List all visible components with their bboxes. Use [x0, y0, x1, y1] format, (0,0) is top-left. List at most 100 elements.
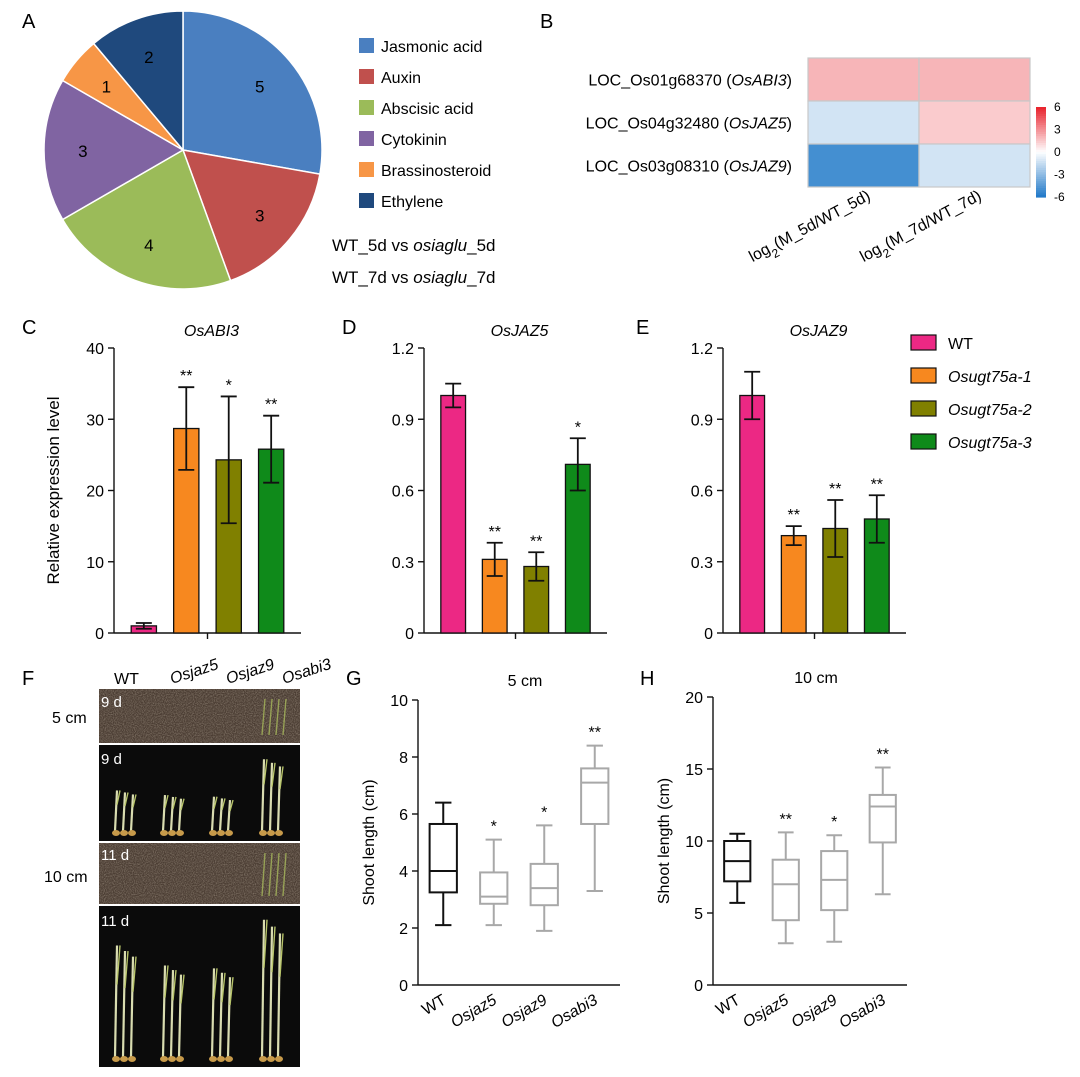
color-scale-step	[1036, 188, 1046, 191]
seedling-leaf	[213, 796, 218, 809]
significance-marker: *	[226, 377, 232, 394]
x-tick-label-1: Osjaz5	[740, 992, 792, 1032]
seedling-leaf	[180, 798, 185, 811]
panel-letter-f: F	[22, 668, 34, 690]
shoot-tip	[275, 852, 280, 897]
seed	[217, 830, 225, 836]
soil-texture	[99, 689, 300, 743]
pie-legend-swatch-3	[359, 131, 374, 146]
bar-chart-title: OsABI3	[184, 323, 239, 340]
genotype-legend-label-1: Osugt75a-1	[948, 369, 1032, 386]
heatmap-cell-1-0	[807, 100, 920, 145]
color-scale-step	[1036, 147, 1046, 151]
color-scale-tick-2: 0	[1054, 145, 1061, 159]
color-scale-step	[1036, 145, 1046, 149]
seedling	[161, 795, 167, 832]
seed	[128, 1056, 136, 1062]
y-tick-label-0: 0	[399, 978, 408, 995]
color-scale-step	[1036, 154, 1046, 158]
photo-strip-3	[99, 906, 300, 1067]
box-osjaz5: *	[479, 819, 509, 927]
color-scale-step	[1036, 131, 1046, 135]
seed	[259, 830, 267, 836]
y-tick-label-3: 0.9	[691, 412, 713, 429]
seed	[112, 1056, 120, 1062]
y-tick-label-3: 30	[86, 412, 104, 429]
y-tick-label-0: 0	[694, 978, 703, 995]
pie-value-label-4: 1	[102, 78, 111, 97]
color-scale-step	[1036, 116, 1046, 119]
seed	[120, 830, 128, 836]
seedling-leaf	[221, 972, 226, 1003]
color-scale-tick-4: -6	[1054, 190, 1065, 204]
color-scale-step	[1036, 194, 1046, 198]
depth-label-5cm: 5 cm	[52, 710, 87, 727]
iqr-box	[529, 862, 559, 907]
genotype-legend-label-3: Osugt75a-3	[948, 435, 1032, 452]
seedling-leaf	[229, 977, 234, 1006]
heatmap-cell-2-1	[918, 143, 1031, 188]
color-scale-step	[1036, 174, 1046, 178]
seedling	[121, 951, 127, 1058]
y-tick-label-1: 0.3	[392, 555, 414, 572]
pie-caption-2: WT_7d vs osiaglu_7d	[332, 268, 496, 287]
color-scale-tick-1: 3	[1054, 123, 1061, 137]
x-tick-label-0: WT	[713, 992, 743, 1019]
significance-marker: **	[788, 507, 800, 524]
pie-legend-label-3: Cytokinin	[381, 132, 447, 149]
seedling	[169, 796, 175, 832]
x-tick-label-3: Osabi3	[836, 992, 888, 1032]
seedling-leaf	[263, 759, 268, 785]
significance-marker: **	[530, 533, 542, 550]
seedling-leaf	[263, 919, 268, 968]
seedling-leaf	[172, 969, 177, 1001]
seed	[275, 1056, 283, 1062]
heatmap-column-label-1: log2(M_7d/WT_7d)	[857, 188, 987, 272]
seedling	[113, 945, 119, 1058]
heatmap-row-labels: LOC_Os01g68370 (OsABI3) LOC_Os04g32480 (O…	[586, 73, 792, 176]
panel-letter-h: H	[640, 668, 654, 690]
significance-marker: *	[491, 819, 497, 836]
y-tick-label-2: 4	[399, 864, 408, 881]
y-tick-label-0: 0	[704, 626, 713, 643]
seedling	[268, 762, 274, 832]
significance-marker: **	[877, 747, 889, 764]
seedling-leaf	[271, 926, 276, 973]
y-axis-label: Relative expression level	[44, 396, 63, 584]
genotype-legend-swatch-0	[910, 334, 937, 351]
heatmap-cell-0-1	[918, 57, 1031, 102]
y-tick-label-2: 0.6	[392, 484, 414, 501]
iqr-box	[428, 822, 458, 894]
depth-label-10cm: 10 cm	[44, 869, 88, 886]
seedling	[260, 759, 266, 832]
color-scale-step	[1036, 113, 1046, 117]
y-tick-label-4: 40	[86, 341, 104, 358]
seedling-leaf	[213, 968, 218, 1000]
panel-letter-e: E	[636, 317, 649, 339]
photo-header-2: Osjaz9	[224, 656, 277, 688]
genotype-legend-swatch-2	[910, 400, 937, 417]
photo-day-label-1: 9 d	[101, 751, 122, 768]
y-tick-label-1: 5	[694, 906, 703, 923]
seedling	[129, 956, 135, 1058]
seedling-leaf	[164, 794, 169, 808]
photo-day-label-0: 9 d	[101, 694, 122, 711]
significance-marker: **	[780, 811, 792, 828]
y-tick-label-3: 15	[685, 762, 703, 779]
photo-strip-2	[99, 843, 300, 904]
panel-letter-d: D	[342, 317, 356, 339]
box-osabi3: **	[580, 725, 610, 892]
significance-marker: **	[180, 368, 192, 385]
x-tick-label-0: WT	[419, 992, 449, 1019]
pie-legend: Jasmonic acid Auxin Abscisic acid Cytokinin…	[359, 38, 491, 211]
color-scale-step	[1036, 107, 1046, 110]
heatmap-cell-0-0	[807, 57, 920, 102]
color-scale-step	[1036, 143, 1046, 146]
pie-value-label-1: 3	[255, 206, 264, 225]
y-axis-label: Shoot length (cm)	[656, 778, 673, 904]
shoot-tip	[275, 698, 280, 736]
photo-genotype-headers: WT Osjaz5 Osjaz9 Osabi3	[114, 656, 334, 688]
color-scale-step	[1036, 170, 1046, 173]
